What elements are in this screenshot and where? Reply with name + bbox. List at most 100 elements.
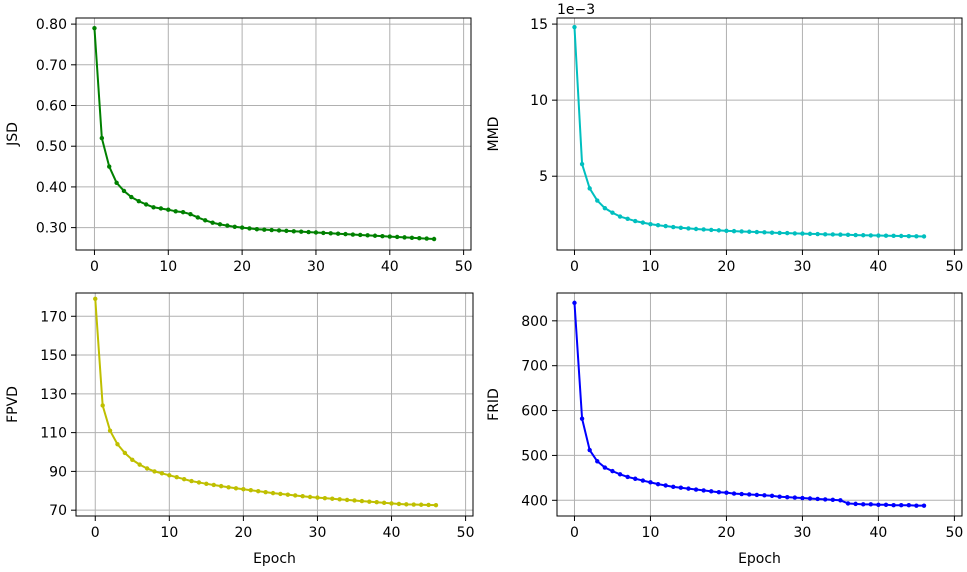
- data-point: [426, 502, 431, 508]
- y-axis-label: MMD: [486, 117, 502, 152]
- data-point: [792, 495, 798, 500]
- data-point: [861, 502, 866, 507]
- y-tick-label: 0.40: [36, 180, 67, 196]
- data-point: [204, 481, 209, 487]
- x-tick-label: 0: [90, 259, 99, 275]
- data-point: [739, 491, 744, 497]
- data-point: [306, 229, 311, 235]
- series-line: [573, 27, 925, 238]
- data-point: [365, 233, 370, 238]
- data-point: [617, 214, 623, 219]
- y-tick-label: 150: [40, 348, 67, 364]
- subplot-fpvd: 0 10 20 30 40 50 70 90 110 130 150 170 FPVD Epoch: [5, 292, 475, 567]
- offset-text: 1e−3: [557, 2, 595, 18]
- data-point: [196, 480, 202, 485]
- data-point: [411, 502, 416, 507]
- data-point: [663, 223, 668, 229]
- data-point: [579, 416, 585, 421]
- data-point: [181, 476, 187, 482]
- data-point: [914, 234, 919, 239]
- data-point: [655, 223, 661, 228]
- data-point: [648, 221, 653, 227]
- data-point: [367, 499, 372, 504]
- data-point: [144, 466, 150, 471]
- data-point: [380, 233, 385, 239]
- data-point: [914, 503, 919, 508]
- data-point: [129, 194, 134, 200]
- y-axis-label: FPVD: [5, 386, 21, 423]
- x-tick-label: 40: [870, 525, 888, 541]
- data-point: [136, 198, 141, 204]
- data-point: [678, 485, 684, 490]
- data-point: [671, 484, 676, 490]
- data-point: [724, 228, 729, 234]
- subplot-mmd: 0 10 20 30 40 50 5 10 15 MMD 1e−3: [486, 2, 963, 275]
- data-point: [409, 235, 415, 240]
- y-axis-label: FRID: [486, 388, 502, 421]
- y-tick-label: 10: [530, 93, 548, 109]
- data-point: [876, 502, 881, 507]
- x-tick-label: 0: [570, 259, 579, 275]
- y-tick-label: 0.80: [36, 17, 67, 33]
- data-point: [174, 475, 179, 480]
- data-point: [663, 483, 668, 488]
- data-point: [823, 232, 828, 237]
- data-point: [906, 503, 912, 508]
- data-point: [195, 215, 201, 220]
- data-point: [100, 403, 105, 408]
- data-point: [921, 503, 927, 508]
- x-tick-label: 10: [160, 525, 178, 541]
- data-point: [276, 228, 282, 233]
- data-point: [777, 230, 782, 236]
- data-point: [830, 232, 836, 237]
- data-point: [853, 501, 858, 507]
- data-point: [344, 497, 350, 503]
- data-point: [785, 230, 790, 236]
- data-point: [217, 222, 223, 227]
- data-point: [284, 228, 289, 234]
- y-tick-label: 0.60: [36, 99, 67, 115]
- data-point: [602, 205, 608, 211]
- data-point: [861, 233, 866, 238]
- data-point: [883, 233, 889, 238]
- data-point: [285, 492, 291, 497]
- data-point: [256, 488, 261, 494]
- x-tick-label: 30: [794, 525, 812, 541]
- data-point: [152, 469, 157, 474]
- data-point: [868, 233, 874, 238]
- data-point: [315, 495, 320, 500]
- data-point: [883, 502, 889, 507]
- axes-frame: [75, 292, 474, 517]
- data-point: [625, 474, 630, 480]
- data-point: [93, 296, 98, 302]
- data-point: [709, 227, 714, 233]
- data-point: [731, 491, 737, 496]
- data-point: [899, 233, 904, 239]
- data-point: [830, 497, 836, 503]
- data-point: [121, 188, 127, 194]
- data-point: [701, 227, 706, 232]
- data-point: [678, 225, 684, 230]
- x-tick-label: 50: [455, 259, 473, 275]
- data-point: [166, 207, 171, 212]
- x-tick-label: 20: [233, 259, 251, 275]
- data-point: [800, 231, 805, 236]
- data-point: [381, 500, 387, 506]
- data-point: [587, 186, 592, 191]
- data-point: [396, 501, 402, 507]
- data-point: [203, 218, 208, 223]
- data-point: [815, 231, 820, 237]
- data-point: [891, 233, 896, 239]
- data-point: [617, 472, 623, 477]
- data-point: [572, 24, 577, 30]
- data-point: [92, 25, 97, 31]
- data-point: [233, 486, 239, 491]
- x-tick-label: 30: [309, 525, 327, 541]
- data-point: [337, 497, 342, 502]
- x-tick-label: 40: [870, 259, 888, 275]
- data-point: [291, 229, 297, 234]
- data-point: [321, 230, 326, 236]
- y-tick-label: 15: [530, 17, 548, 33]
- data-point: [404, 502, 409, 507]
- data-point: [389, 501, 394, 506]
